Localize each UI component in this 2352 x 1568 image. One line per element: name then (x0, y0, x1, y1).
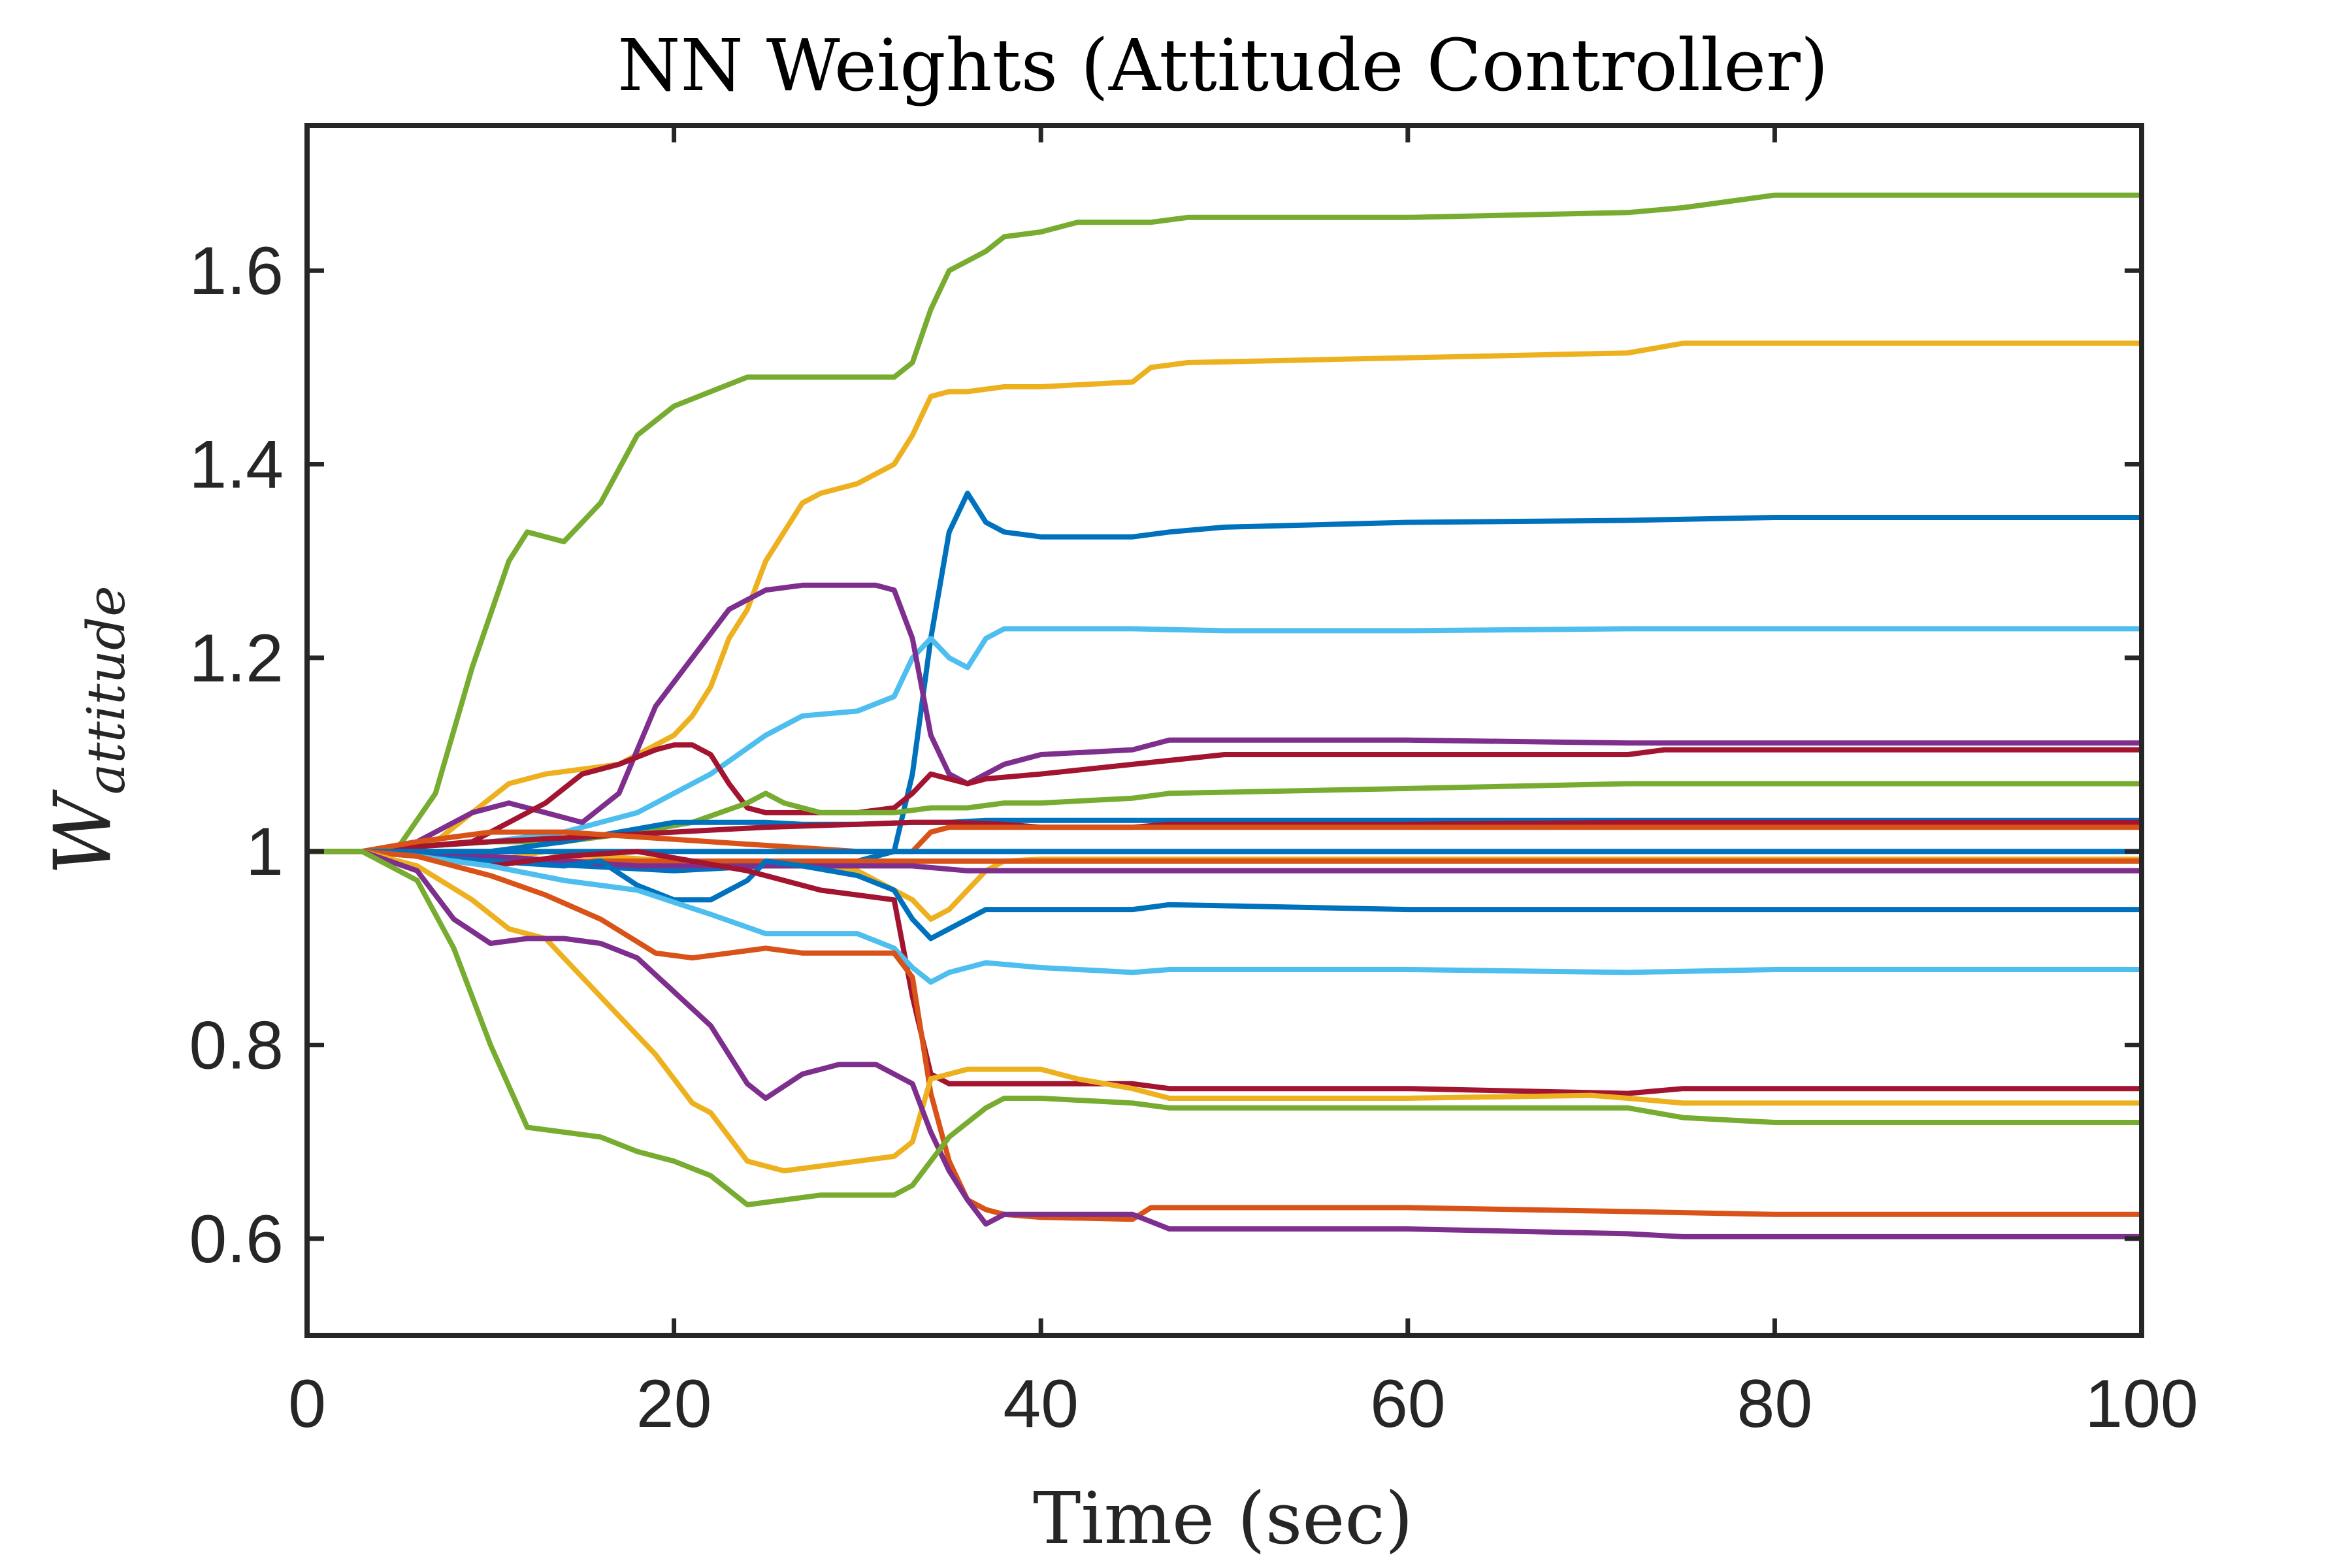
series-line-14 (304, 849, 2144, 941)
y-axis-label: Wattitude (38, 585, 137, 875)
chart-title: NN Weights (Attitude Controller) (617, 24, 1828, 107)
series-group (304, 192, 2144, 1239)
series-line-18 (304, 849, 2144, 1222)
x-tick-label: 0 (288, 1366, 326, 1442)
y-axis-label-sub: attitude (76, 585, 137, 794)
series-line-6 (304, 742, 2144, 855)
series-line-21 (304, 849, 2144, 1207)
x-tick-label: 60 (1370, 1366, 1446, 1442)
y-tick-label: 1.6 (189, 233, 284, 309)
x-tick-label: 40 (1003, 1366, 1079, 1442)
series-line-17 (304, 849, 2144, 985)
series-line-16 (304, 849, 2144, 1096)
y-axis-label-main: W (38, 789, 129, 875)
series-line-3 (304, 491, 2144, 874)
y-tick-label: 0.6 (189, 1201, 284, 1277)
y-tick-label: 1.4 (189, 427, 284, 503)
x-tick-label: 100 (2085, 1366, 2198, 1442)
series-line-7 (304, 781, 2144, 855)
series-line-4 (304, 626, 2144, 855)
x-tick-label: 80 (1737, 1366, 1813, 1442)
x-axis-label: Time (sec) (1033, 1477, 1413, 1560)
axes-box (304, 123, 2144, 1338)
series-line-1 (304, 192, 2144, 855)
y-tick-label: 1.2 (189, 621, 284, 696)
series-line-5 (304, 582, 2144, 855)
y-tick-label: 0.8 (189, 1008, 284, 1084)
series-line-10 (304, 825, 2144, 855)
series-line-13 (304, 849, 2144, 874)
y-tick-label: 1 (246, 814, 284, 890)
tick-group: 0 20 40 60 80 100 0.6 0.8 1 1.2 1.4 1.6 (189, 125, 2198, 1442)
x-tick-label: 20 (636, 1366, 712, 1442)
series-line-2 (304, 340, 2144, 855)
series-line-20 (304, 849, 2144, 1239)
series-line-9 (304, 819, 2144, 855)
